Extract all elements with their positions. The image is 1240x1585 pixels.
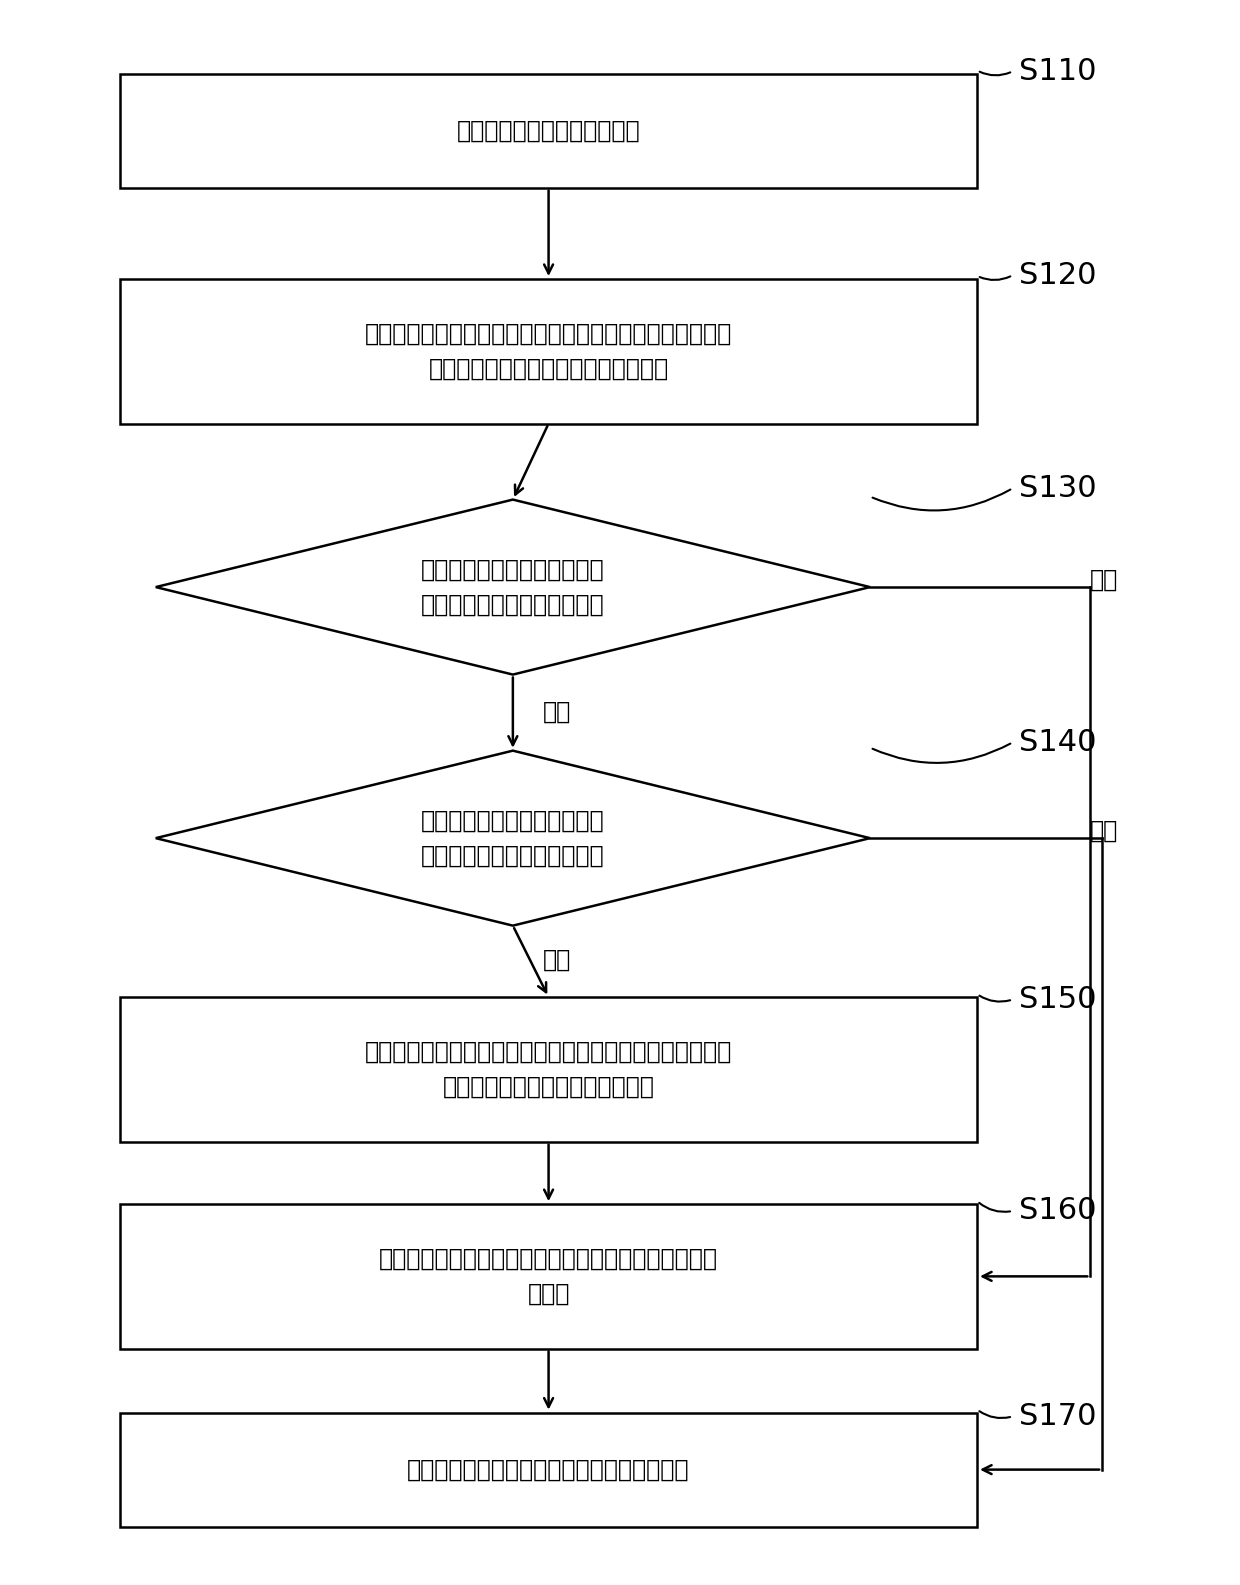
Text: S170: S170 [1019, 1401, 1096, 1431]
Text: 获取待处理传感器的输出信号: 获取待处理传感器的输出信号 [456, 119, 640, 143]
Polygon shape [156, 751, 870, 926]
Text: 静态: 静态 [543, 948, 570, 972]
Bar [120, 1205, 977, 1349]
Text: S120: S120 [1019, 260, 1096, 290]
Text: 根据相干轴传感器的小波降噪
结果判断相干轴传感器的状态: 根据相干轴传感器的小波降噪 结果判断相干轴传感器的状态 [422, 808, 605, 869]
Bar [120, 73, 977, 187]
Text: S130: S130 [1019, 474, 1096, 502]
Text: S150: S150 [1019, 984, 1096, 1014]
Text: 动态: 动态 [1090, 818, 1118, 843]
Bar [120, 279, 977, 423]
Polygon shape [156, 499, 870, 675]
Text: S110: S110 [1019, 57, 1096, 86]
Bar [120, 1412, 977, 1526]
Text: 动态: 动态 [1090, 567, 1118, 591]
Text: S140: S140 [1019, 728, 1096, 756]
Text: 根据待处理传感器的小波降噪
结果判断待处理传感器的状态: 根据待处理传感器的小波降噪 结果判断待处理传感器的状态 [422, 558, 605, 617]
Text: 利用延长后的时间区间内的小波降噪结果，采用均值补偿法
得到所述待处理传感器的滤波结果: 利用延长后的时间区间内的小波降噪结果，采用均值补偿法 得到所述待处理传感器的滤波… [365, 1040, 732, 1098]
Text: 将待处理传感器的小波降噪结果作为滤波结果: 将待处理传感器的小波降噪结果作为滤波结果 [407, 1458, 689, 1482]
Text: S160: S160 [1019, 1197, 1096, 1225]
Bar [120, 997, 977, 1141]
Text: 利用低阶小波降噪方法对输出信号中的高频噪声进行过滤，
得到待处理传感器对应的小波降噪结果: 利用低阶小波降噪方法对输出信号中的高频噪声进行过滤， 得到待处理传感器对应的小波… [365, 322, 732, 380]
Text: 静态: 静态 [543, 701, 570, 724]
Text: 对待处理传感器的小波降噪结果进行卡尔曼滤波得到滤
波结果: 对待处理传感器的小波降噪结果进行卡尔曼滤波得到滤 波结果 [379, 1247, 718, 1306]
